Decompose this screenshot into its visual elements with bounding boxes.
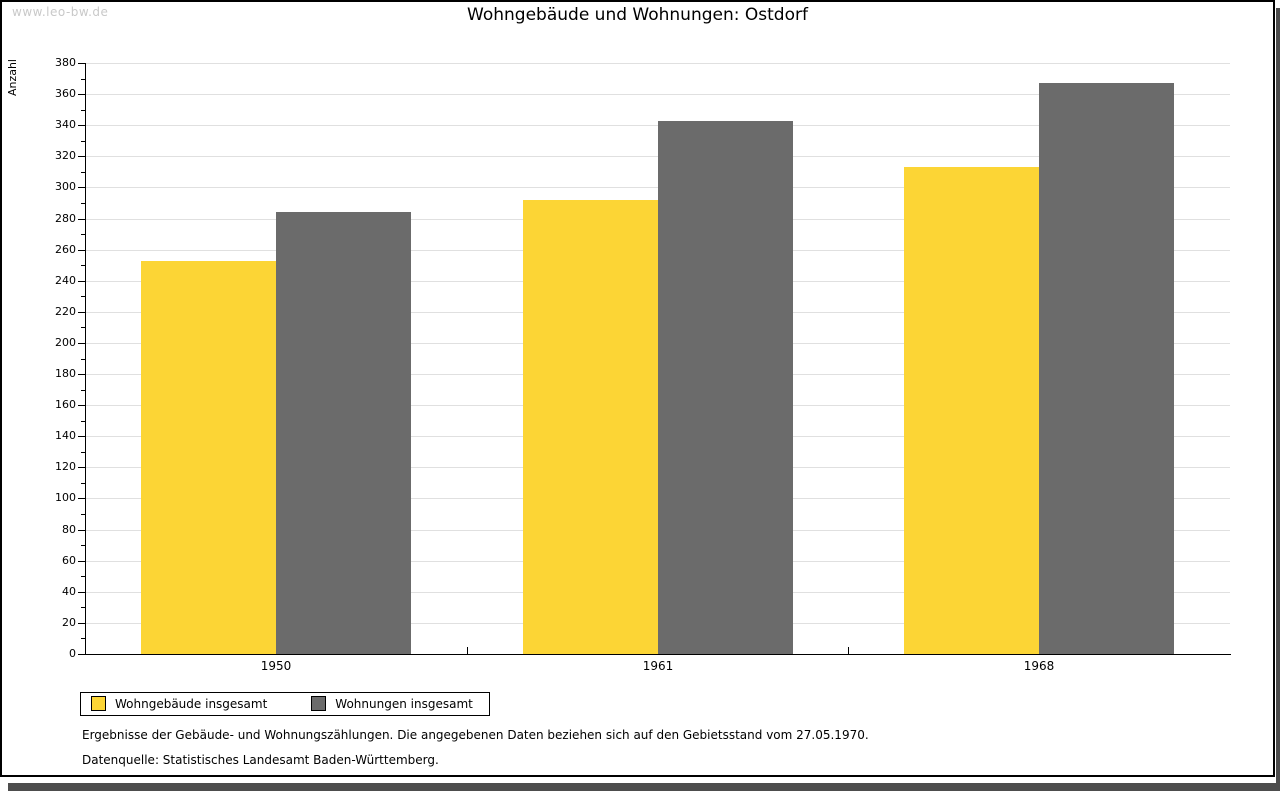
y-major-tick-200 [78,343,85,344]
y-major-tick-60 [78,561,85,562]
y-tick-label-360: 360 [55,87,76,100]
y-minor-tick-90 [81,514,85,515]
page-shadow-right [1276,8,1280,791]
y-minor-tick-330 [81,141,85,142]
y-minor-tick-290 [81,203,85,204]
y-tick-label-0: 0 [69,647,76,660]
legend-item-wohngebaeude: Wohngebäude insgesamt [91,696,267,711]
y-tick-label-60: 60 [62,554,76,567]
y-tick-label-300: 300 [55,180,76,193]
y-minor-tick-170 [81,390,85,391]
bar-wohngebaeude-1950 [141,261,276,654]
gridline-320 [85,156,1230,157]
y-major-tick-20 [78,623,85,624]
y-minor-tick-10 [81,638,85,639]
legend-swatch-wohnungen [311,696,327,711]
y-minor-tick-210 [81,327,85,328]
legend-label-wohnungen: Wohnungen insgesamt [335,696,473,711]
y-tick-label-20: 20 [62,616,76,629]
x-boundary-tick-1 [467,647,468,654]
watermark: www.leo-bw.de [12,5,109,19]
gridline-340 [85,125,1230,126]
y-major-tick-140 [78,436,85,437]
y-minor-tick-310 [81,172,85,173]
y-major-tick-40 [78,592,85,593]
legend-swatch-wohngebaeude [91,696,106,711]
y-minor-tick-230 [81,296,85,297]
y-tick-label-320: 320 [55,149,76,162]
y-minor-tick-250 [81,265,85,266]
bar-wohnungen-1968 [1039,83,1174,654]
y-minor-tick-350 [81,110,85,111]
y-tick-label-280: 280 [55,212,76,225]
y-major-tick-320 [78,156,85,157]
page-shadow-bottom [8,783,1280,791]
y-tick-label-340: 340 [55,118,76,131]
gridline-360 [85,94,1230,95]
y-major-tick-280 [78,219,85,220]
y-major-tick-80 [78,530,85,531]
y-minor-tick-270 [81,234,85,235]
y-minor-tick-130 [81,452,85,453]
y-major-tick-260 [78,250,85,251]
y-tick-label-200: 200 [55,336,76,349]
bar-wohngebaeude-1961 [523,200,658,654]
chart-title: Wohngebäude und Wohnungen: Ostdorf [467,5,808,25]
chart-page: www.leo-bw.de Wohngebäude und Wohnungen:… [0,0,1275,777]
y-tick-label-160: 160 [55,398,76,411]
y-minor-tick-150 [81,421,85,422]
y-major-tick-220 [78,312,85,313]
x-category-label-1968: 1968 [1023,659,1055,673]
gridline-380 [85,63,1230,64]
y-minor-tick-30 [81,607,85,608]
legend-item-wohnungen: Wohnungen insgesamt [311,696,473,711]
y-minor-tick-190 [81,359,85,360]
y-tick-label-380: 380 [55,56,76,69]
y-tick-label-220: 220 [55,305,76,318]
bar-wohnungen-1950 [276,212,411,654]
y-major-tick-160 [78,405,85,406]
x-category-label-1950: 1950 [260,659,292,673]
y-tick-label-140: 140 [55,429,76,442]
bar-wohngebaeude-1968 [904,167,1039,654]
y-major-tick-180 [78,374,85,375]
y-minor-tick-370 [81,79,85,80]
x-boundary-tick-2 [848,647,849,654]
y-minor-tick-110 [81,483,85,484]
y-major-tick-120 [78,467,85,468]
bar-wohnungen-1961 [658,121,793,654]
y-tick-label-240: 240 [55,274,76,287]
y-tick-label-80: 80 [62,523,76,536]
x-category-label-1961: 1961 [642,659,674,673]
y-axis-line [85,63,86,654]
y-tick-label-40: 40 [62,585,76,598]
y-axis-title: Anzahl [6,59,19,97]
footnote-gebietsstand: Ergebnisse der Gebäude- und Wohnungszähl… [82,728,869,742]
y-minor-tick-70 [81,545,85,546]
y-tick-label-120: 120 [55,460,76,473]
gridline-300 [85,187,1230,188]
y-major-tick-300 [78,187,85,188]
y-tick-label-100: 100 [55,491,76,504]
y-tick-label-180: 180 [55,367,76,380]
y-major-tick-360 [78,94,85,95]
y-major-tick-0 [78,654,85,655]
legend-label-wohngebaeude: Wohngebäude insgesamt [115,696,268,711]
legend: Wohngebäude insgesamt Wohnungen insgesam… [80,692,490,716]
y-major-tick-380 [78,63,85,64]
y-tick-label-260: 260 [55,243,76,256]
x-axis-line [85,654,1231,655]
y-major-tick-240 [78,281,85,282]
footnote-datenquelle: Datenquelle: Statistisches Landesamt Bad… [82,753,439,767]
y-major-tick-340 [78,125,85,126]
y-major-tick-100 [78,498,85,499]
y-minor-tick-50 [81,576,85,577]
